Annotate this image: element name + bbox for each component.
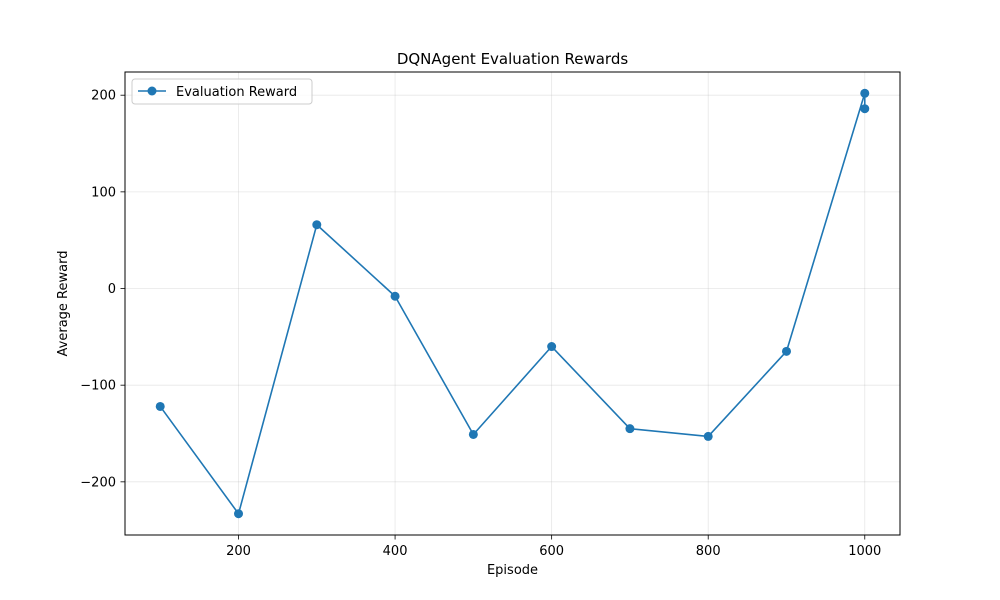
axis-ticks: 200 400 600 800 1000 −200 −100 0 100 200 <box>80 89 881 559</box>
y-tick-label: 200 <box>91 89 116 104</box>
series-layer <box>155 88 870 519</box>
data-point <box>781 346 791 356</box>
legend: Evaluation Reward <box>131 78 313 105</box>
data-point <box>468 429 478 439</box>
data-point <box>390 291 400 301</box>
x-axis-label: Episode <box>487 563 538 578</box>
x-tick-label: 800 <box>696 544 721 559</box>
data-point <box>547 342 557 352</box>
x-tick-label: 600 <box>539 544 564 559</box>
y-tick-label: −200 <box>80 475 116 490</box>
data-point <box>625 424 635 434</box>
y-tick-label: 100 <box>91 185 116 200</box>
x-tick-label: 200 <box>226 544 251 559</box>
legend-box <box>131 78 313 105</box>
plot-area <box>124 71 901 536</box>
data-point <box>860 104 870 114</box>
y-tick-label: −100 <box>80 379 116 394</box>
data-point <box>860 88 870 98</box>
data-point <box>312 220 322 230</box>
x-tick-label: 1000 <box>848 544 881 559</box>
data-point <box>703 431 713 441</box>
y-tick-label: 0 <box>108 282 116 297</box>
data-point <box>155 401 165 411</box>
chart-title: DQNAgent Evaluation Rewards <box>397 50 629 68</box>
legend-label: Evaluation Reward <box>176 85 297 100</box>
legend-marker <box>147 86 157 96</box>
grid <box>125 72 900 535</box>
y-axis-label: Average Reward <box>56 251 71 357</box>
data-point <box>234 509 244 519</box>
x-tick-label: 400 <box>383 544 408 559</box>
